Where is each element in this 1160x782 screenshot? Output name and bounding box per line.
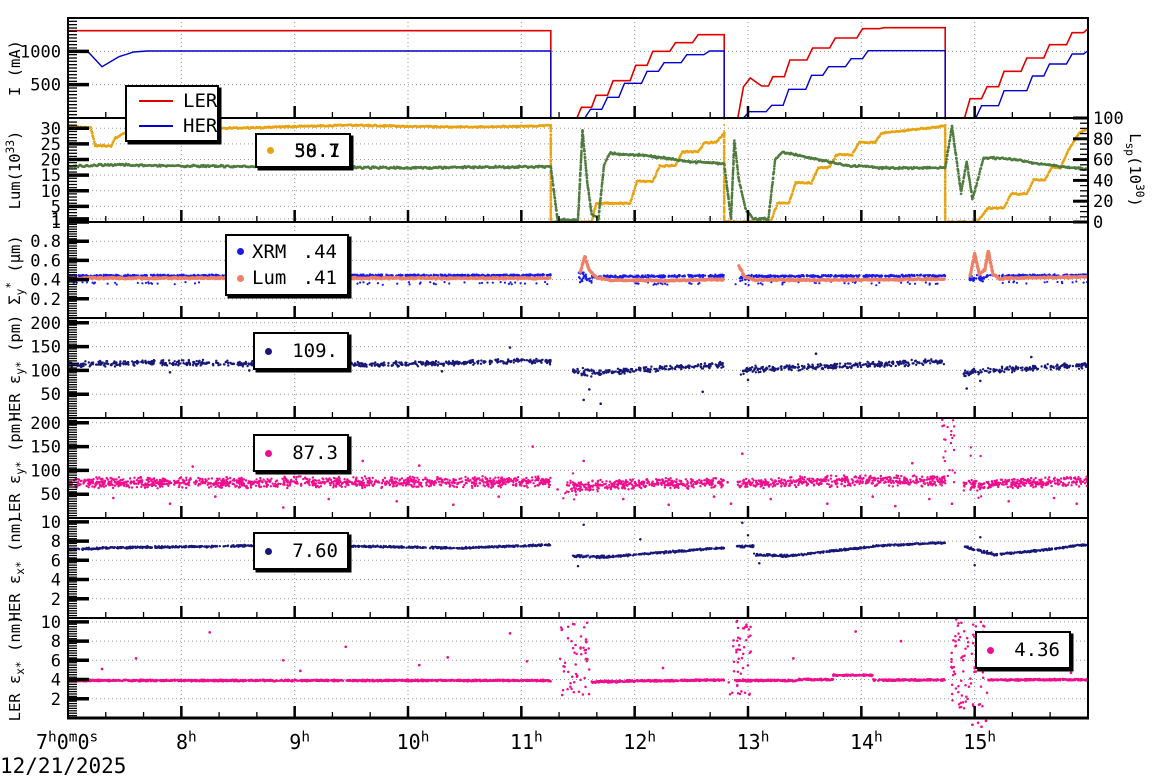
series-Lsp [69,124,1087,221]
y-axis-title: Σy* (μm) [4,235,27,304]
y-tick-label: 4 [51,571,61,591]
right-y-tick-label: 80 [1093,130,1113,150]
y-tick-label: 20 [41,151,61,171]
y-tick-label: 5 [51,197,61,217]
y-tick-label: 100 [30,461,61,481]
series-sigma-y-Lum [69,249,1087,283]
y-tick-label: 150 [30,338,61,358]
y-tick-label: 0.8 [30,232,61,252]
x-hour-label: 12h [623,729,656,754]
y-tick-label: 1 [51,213,61,233]
series-her-ex [69,521,1087,568]
x-hour-label: 11h [510,729,543,754]
right-y-tick-label: 40 [1093,171,1113,191]
y-tick-label: 50 [41,485,61,505]
right-y-tick-label: 0 [1093,213,1103,233]
y-axis-title: LER εx* (nm) [6,615,27,722]
series-her-ey [69,346,1087,406]
y-axis-title: LER εy* (pm) [6,415,27,522]
right-y-tick-label: 20 [1093,192,1113,212]
y-tick-label: 0.4 [30,271,61,291]
y-tick-label: 2 [51,690,61,710]
y-axis-title: HER εx* (nm) [6,515,27,622]
y-axis-title: I (mA) [6,40,24,96]
axes [67,17,1089,720]
y-axis-title: Lum(1033) [4,131,24,210]
y-tick-label: 0.6 [30,251,61,271]
y-tick-label: 0.2 [30,290,61,310]
x-hour-label: 9h [289,729,310,754]
y-tick-label: 6 [51,651,61,671]
y-tick-label: 10 [41,613,61,633]
y-tick-label: 1000 [20,42,61,62]
y-tick-label: 1 [51,210,61,230]
series-HER-current [69,50,1087,117]
y-axis-title: HER εy* (pm) [6,315,27,422]
y-tick-label: 2 [51,590,61,610]
y-tick-label: 15 [41,166,61,186]
date-label: 12/21/2025 [0,754,127,778]
y-tick-label: 6 [51,551,61,571]
x-hour-label: 13h [737,729,770,754]
x-hour-label: 10h [397,729,430,754]
y-tick-label: 4 [51,671,61,691]
y-tick-label: 200 [30,414,61,434]
y-tick-label: 10 [41,513,61,533]
series-LER-current [69,26,1087,117]
y-tick-label: 25 [41,135,61,155]
x-hour-label: 7h0m0s [36,729,98,754]
series-ler-ey [69,419,1087,509]
y-tick-label: 100 [30,361,61,381]
right-y-tick-label: 100 [1093,109,1124,129]
y-tick-label: 10 [41,182,61,202]
y-tick-label: 150 [30,438,61,458]
right-y-tick-label: 60 [1093,151,1113,171]
x-hour-label: 14h [850,729,883,754]
y-tick-label: 50 [41,385,61,405]
y-tick-label: 500 [30,76,61,96]
y-tick-label: 8 [51,632,61,652]
x-hour-label: 8h [176,729,197,754]
series-ler-ex [69,619,1087,729]
y-tick-label: 8 [51,532,61,552]
right-y-axis-title: Lsp(1030) [1123,133,1146,207]
y-tick-label: 30 [41,119,61,139]
y-tick-label: 200 [30,314,61,334]
x-hour-label: 15h [963,729,996,754]
